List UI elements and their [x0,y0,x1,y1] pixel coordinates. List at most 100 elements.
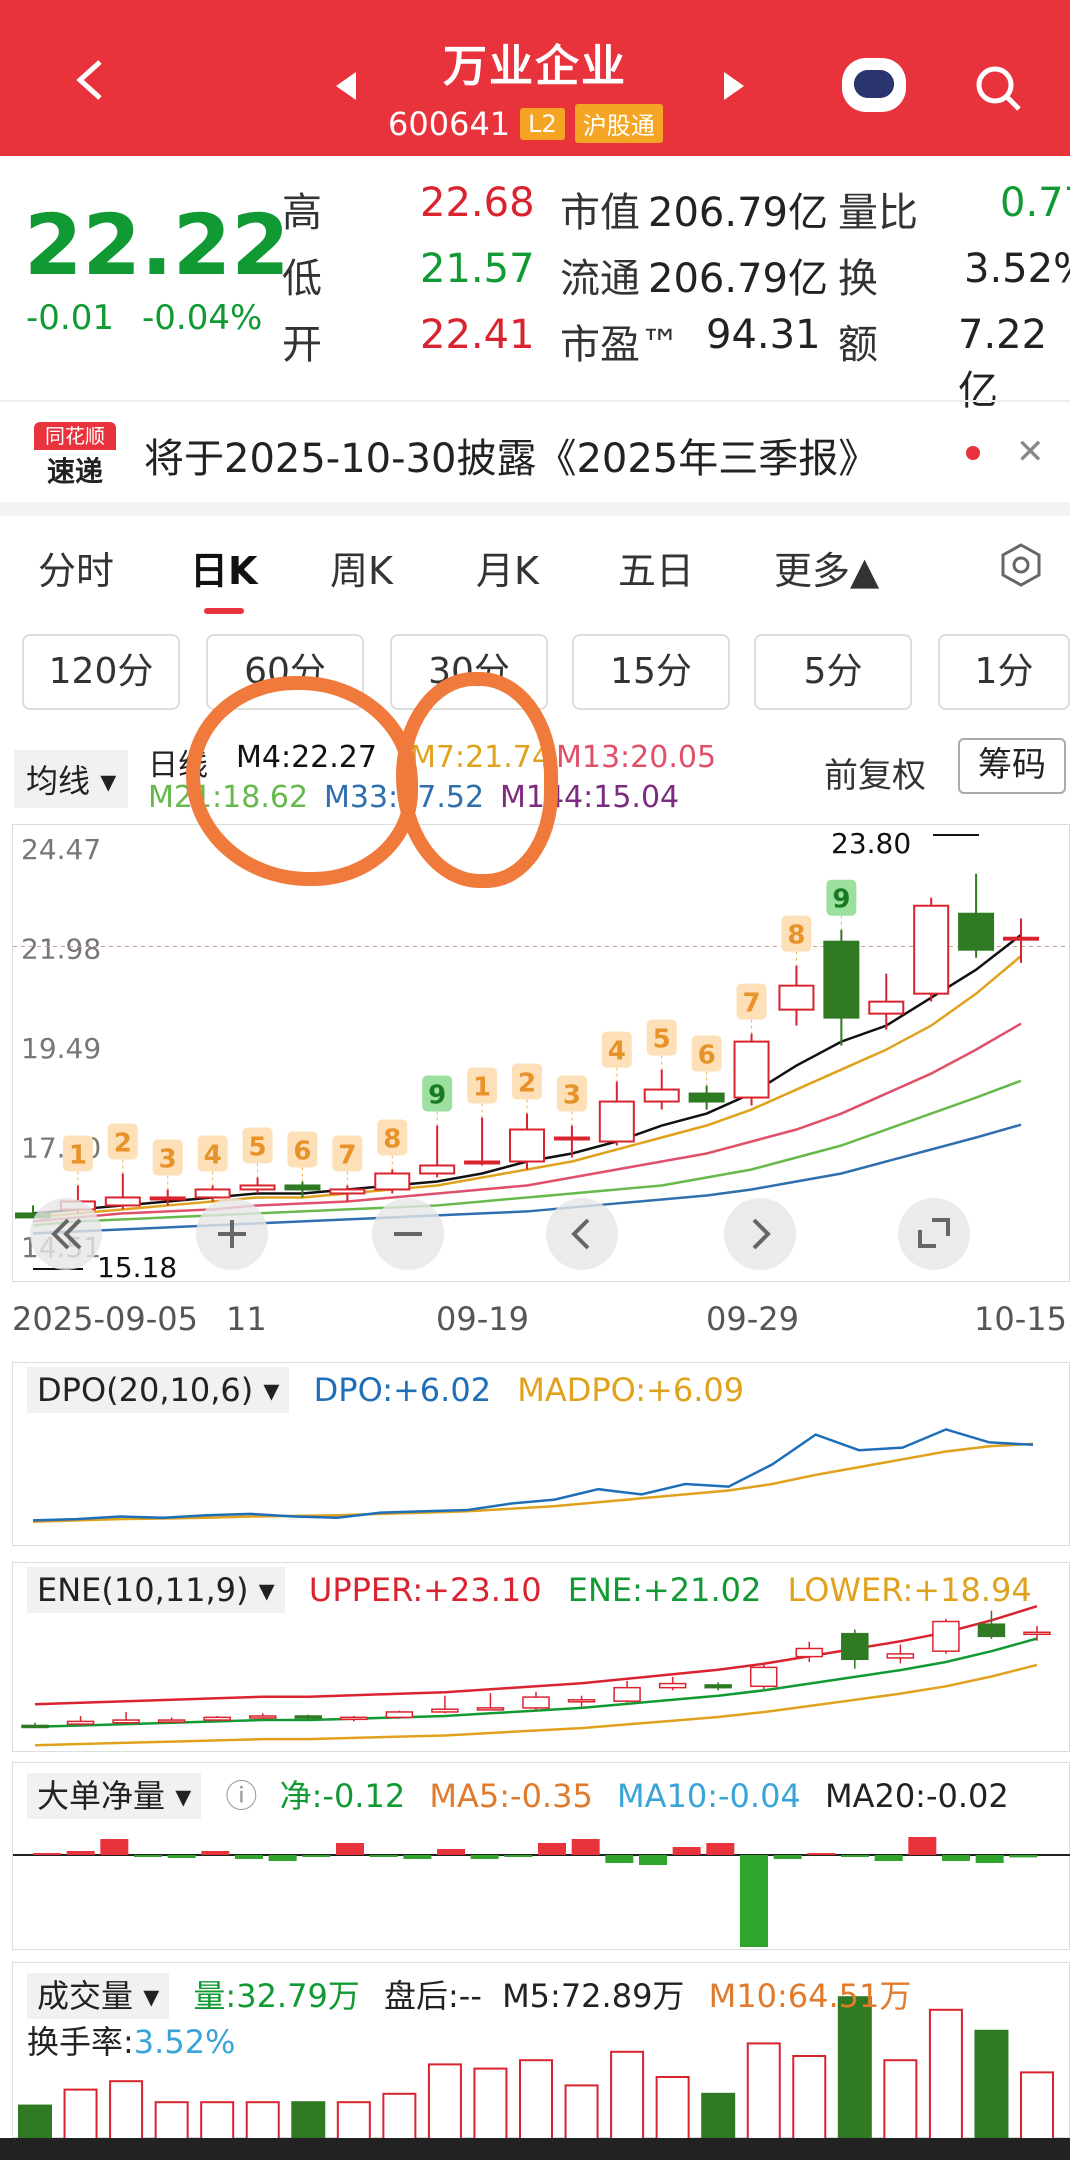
pill-5min[interactable]: 5分 [754,634,912,710]
tab-intraday[interactable]: 分时 [38,549,115,593]
tab-weekly-k[interactable]: 周K [330,549,393,593]
volume-bar [336,2101,371,2140]
candle-body [643,1088,680,1103]
td-tag-number: 4 [204,1140,222,1170]
zoom-out-button[interactable] [372,1198,444,1270]
adjust-mode[interactable]: 前复权 [824,756,926,796]
next-stock-icon[interactable] [724,72,744,100]
stock-title: 万业企业 [443,41,627,92]
pill-120min[interactable]: 120分 [22,634,180,710]
after-hours: 盘后:-- [384,1977,482,2015]
logo-bottom-text: 速递 [46,455,103,488]
volume-bar [18,2104,52,2140]
mcap-label: 市值 [560,190,640,236]
big-order-bar [773,1855,802,1859]
x-tick: 2025-09-05 [12,1300,198,1338]
low-label: 低 [282,256,322,302]
chip-button[interactable]: 筹码 [958,738,1066,794]
back-arrow-icon[interactable] [70,58,114,102]
big-order-bar [302,1855,331,1857]
turnover-rate-label: 换手率: [27,2023,134,2061]
tab-monthly-k[interactable]: 月K [476,549,539,593]
td-tag-number: 1 [69,1140,87,1170]
prev-stock-icon[interactable] [336,72,356,100]
big-order-bar [1009,1855,1038,1858]
volume-bar [154,2101,189,2140]
tab-more[interactable]: 更多▲ [774,549,880,593]
big-order-bar [336,1843,364,1855]
big-order-bar [571,1839,600,1855]
kline-svg: 24.4721.9819.4917.0014.51123456789123456… [13,827,1070,1284]
rewind-button[interactable] [30,1198,102,1270]
volume-panel[interactable]: 成交量 ▾ 量:32.79万 盘后:-- M5:72.89万 M10:64.51… [12,1962,1070,2141]
ene-mid-line [34,1637,1038,1729]
high-label: 高 [282,190,322,236]
ene-candle-body [749,1666,778,1688]
minus-icon [394,1232,422,1236]
tab-five-day[interactable]: 五日 [618,549,695,593]
td-tag-number: 3 [159,1144,177,1174]
volume-selector[interactable]: 成交量 ▾ [27,1973,170,2019]
mcap-value: 206.79亿 [648,190,828,236]
fullscreen-button[interactable] [898,1198,970,1270]
candle-body [284,1184,321,1191]
ene-mid: ENE:+21.02 [567,1571,762,1609]
scroll-left-button[interactable] [546,1198,618,1270]
candle-body [419,1164,456,1175]
dpo-selector[interactable]: DPO(20,10,6) ▾ [27,1367,290,1413]
candle-body [464,1160,501,1165]
help-icon[interactable]: ⓘ [225,1777,258,1815]
system-nav-bar [0,2138,1070,2160]
search-icon[interactable] [974,64,1022,112]
logo-top-text: 同花顺 [34,422,116,450]
volume-bar [473,2067,508,2140]
dpo-panel[interactable]: DPO(20,10,6) ▾ DPO:+6.02 MADPO:+6.09 [12,1362,1070,1546]
big-order-panel[interactable]: 大单净量 ▾ ⓘ 净:-0.12 MA5:-0.35 MA10:-0.04 MA… [12,1762,1070,1950]
pill-1min[interactable]: 1分 [938,634,1070,710]
chevron-left-icon [571,1218,590,1250]
candle-body [868,1000,905,1015]
divider [0,502,1070,516]
ene-panel[interactable]: ENE(10,11,9) ▾ UPPER:+23.10 ENE:+21.02 L… [12,1562,1070,1752]
td-tag-number: 8 [787,921,805,951]
volume-bar [883,2059,918,2140]
ma-selector[interactable]: 均线 ▾ [14,750,129,808]
big-order-bar [167,1855,196,1858]
x-tick: 09-29 [706,1300,799,1338]
period-tabs: 分时 日K 周K 月K 五日 更多▲ [0,530,1070,620]
dpo-selector-label: DPO(20,10,6) [37,1371,254,1409]
big-order-bar [66,1851,95,1855]
volume-bar [1020,2071,1054,2140]
big-order-selector[interactable]: 大单净量 ▾ [27,1773,202,1819]
candle-body [1003,936,1039,941]
td-tag-number: 6 [293,1136,311,1166]
earnings-notice[interactable]: 同花顺 速递 将于2025-10-30披露《2025年三季报》 ✕ [0,400,1070,500]
ene-candle-body [294,1715,323,1719]
x-tick: 11 [226,1300,267,1338]
td-tag-number: 9 [428,1081,446,1111]
kline-chart[interactable]: 24.4721.9819.4917.0014.51123456789123456… [12,824,1070,1284]
dpo-legend: DPO(20,10,6) ▾ DPO:+6.02 MADPO:+6.09 [27,1367,744,1413]
pill-15min[interactable]: 15分 [572,634,730,710]
quote-panel: 22.22 -0.01 -0.04% 高 22.68 低 21.57 开 22.… [0,160,1070,414]
ene-candle-body [340,1716,368,1721]
ene-selector[interactable]: ENE(10,11,9) ▾ [27,1567,285,1613]
scroll-right-button[interactable] [724,1198,796,1270]
volume-selector-label: 成交量 [37,1977,134,2015]
td-tag-box [332,1135,363,1172]
volume-svg [18,1996,1054,2141]
ene-candle-body [385,1711,414,1719]
td-tag-box [62,1135,93,1172]
robot-assistant-icon[interactable] [842,58,906,112]
big-order-bar [538,1843,566,1855]
ene-candle-body [977,1623,1006,1638]
close-icon[interactable]: ✕ [1016,432,1045,472]
volume-bar [519,2059,553,2140]
volume-bar [928,2008,963,2140]
zoom-in-button[interactable] [196,1198,268,1270]
settings-hexagon-icon[interactable] [998,542,1044,588]
td-tag-box [467,1067,498,1104]
volume-bar [792,2055,827,2140]
tab-daily-k[interactable]: 日K [190,549,258,593]
big-order-ma10: MA10:-0.04 [616,1777,801,1815]
